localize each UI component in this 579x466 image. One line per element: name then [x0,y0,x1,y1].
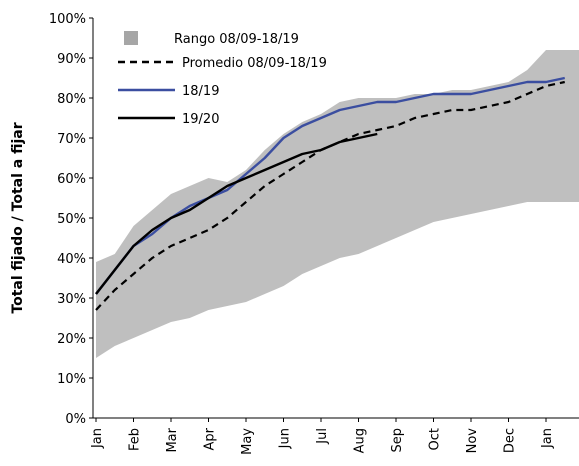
legend-label: Rango 08/09-18/19 [174,32,299,47]
y-tick-label: 20% [57,332,86,347]
y-tick-label: 70% [57,132,86,147]
x-tick-label: Nov [465,428,480,454]
x-tick-label: Mar [165,427,180,452]
legend-swatch [124,31,138,45]
legend-label: 18/19 [182,84,219,99]
x-tick-label: Jun [278,428,293,449]
x-tick-label: Oct [428,428,443,450]
x-tick-label: Sep [390,428,405,453]
y-tick-label: 100% [49,12,86,27]
x-tick-label: Dec [503,428,518,453]
plot-area [95,50,579,358]
y-tick-label: 60% [57,172,86,187]
series-line [95,132,378,295]
y-tick-label: 10% [57,372,86,387]
legend-label: 19/20 [182,112,219,127]
x-tick-label: Apr [203,427,218,450]
x-tick-label: Feb [128,428,143,451]
y-tick-label: 50% [57,212,86,227]
y-axis-label: Total fijado / Total a fijar [10,122,26,313]
x-tick-label: Jul [315,428,330,445]
y-tick-label: 80% [57,92,86,107]
legend-label: Promedio 08/09-18/19 [182,56,327,71]
y-tick-label: 40% [57,252,86,267]
x-tick-label: May [240,428,255,455]
y-tick-label: 0% [65,412,86,427]
y-tick-label: 30% [57,292,86,307]
range-band [96,50,579,358]
y-tick-label: 90% [57,52,86,67]
x-tick-label: Jan [90,428,105,449]
x-tick-label: Jan [540,428,555,449]
x-tick-label: Aug [353,428,368,453]
